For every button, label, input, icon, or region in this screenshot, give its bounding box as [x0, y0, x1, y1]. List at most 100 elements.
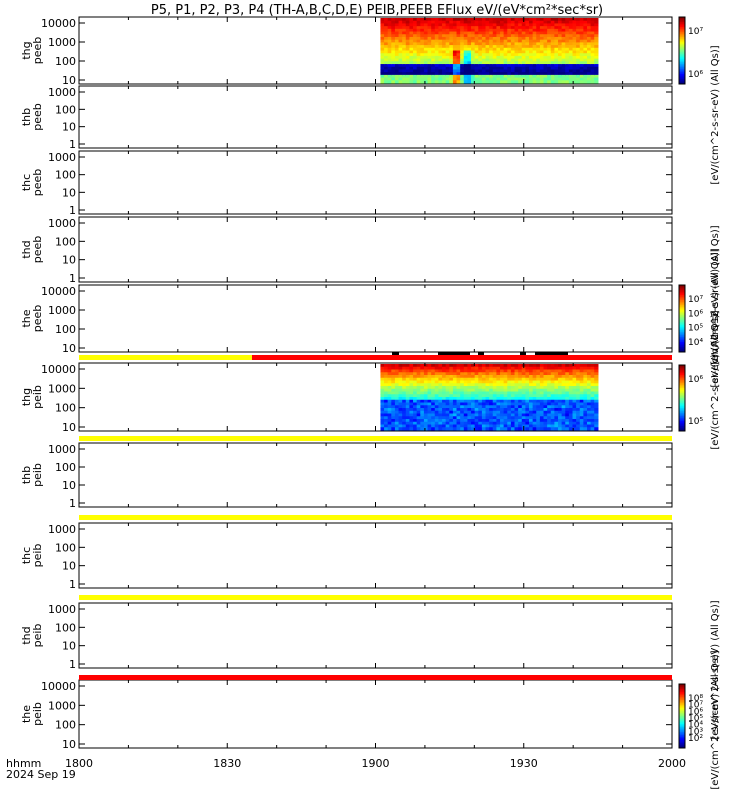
spectrogram-cell	[427, 55, 432, 60]
spectrogram-cell	[503, 80, 508, 84]
spectrogram-cell	[416, 366, 421, 371]
colorbar-cell	[679, 728, 685, 731]
spectrogram-cell	[503, 45, 508, 49]
spectrogram-cell	[539, 50, 545, 54]
panel-label: thg	[20, 41, 33, 59]
spectrogram-cell	[467, 388, 472, 393]
spectrogram-cell	[510, 26, 516, 30]
spectrogram-cell	[496, 402, 501, 406]
spectrogram-cell	[525, 399, 530, 404]
spectrogram-cell	[558, 369, 563, 373]
spectrogram-cell	[420, 77, 425, 81]
spectrogram-cell	[503, 394, 508, 398]
spectrogram-cell	[423, 23, 429, 27]
spectrogram-cell	[471, 69, 476, 73]
spectrogram-cell	[456, 31, 461, 35]
spectrogram-cell	[449, 64, 454, 68]
spectrogram-cell	[478, 372, 483, 376]
spectrogram-cell	[572, 45, 577, 49]
spectrogram-cell	[420, 66, 425, 71]
panel-label: thg	[20, 388, 33, 406]
spectrogram-cell	[481, 397, 487, 401]
spectrogram-cell	[478, 18, 483, 22]
spectrogram-cell	[442, 416, 447, 420]
spectrogram-cell	[478, 383, 483, 387]
mode-mark	[478, 352, 484, 355]
spectrogram-cell	[529, 386, 534, 390]
spectrogram-cell	[398, 410, 403, 415]
spectrogram-cell	[525, 391, 530, 395]
spectrogram-cell	[442, 18, 447, 22]
spectrogram-cell	[507, 408, 512, 412]
spectrogram-cell	[510, 413, 516, 417]
spectrogram-cell	[554, 23, 559, 27]
colorbar-cell	[679, 412, 685, 415]
spectrogram-cell	[590, 18, 595, 22]
spectrogram-cell	[423, 380, 429, 384]
spectrogram-cell	[514, 391, 519, 395]
spectrogram-cell	[394, 72, 400, 76]
spectrogram-cell	[568, 394, 574, 398]
spectrogram-cell	[452, 427, 458, 431]
spectrogram-cell	[460, 28, 465, 33]
spectrogram-cell	[391, 419, 396, 423]
spectrogram-cell	[442, 39, 447, 43]
spectrogram-cell	[492, 397, 497, 401]
spectrogram-cell	[587, 23, 592, 27]
spectrogram-cell	[587, 36, 592, 41]
spectrogram-cell	[449, 408, 454, 412]
colorbar-tick-label: 10⁴	[688, 338, 703, 348]
spectrogram-cell	[558, 20, 563, 25]
spectrogram-cell	[391, 26, 396, 30]
spectrogram-cell	[583, 419, 588, 423]
spectrogram-cell	[503, 377, 508, 382]
colorbar-cell	[679, 366, 685, 369]
spectrogram-cell	[431, 424, 436, 428]
spectrogram-cell	[576, 386, 581, 390]
y-tick-label: 100	[55, 402, 76, 415]
colorbar-cell	[679, 346, 685, 350]
spectrogram-cell	[507, 26, 512, 30]
colorbar-cell	[679, 706, 685, 709]
spectrogram-cell	[558, 64, 563, 68]
spectrogram-cell	[558, 36, 563, 41]
spectrogram-cell	[445, 386, 450, 390]
spectrogram-cell	[529, 372, 534, 376]
spectrogram-cell	[452, 31, 458, 35]
spectrogram-cell	[442, 36, 447, 41]
spectrogram-cell	[434, 26, 440, 30]
spectrogram-cell	[445, 80, 450, 84]
spectrogram-cell	[452, 34, 458, 38]
spectrogram-cell	[583, 66, 588, 71]
spectrogram-cell	[423, 416, 429, 420]
spectrogram-cell	[532, 369, 537, 373]
spectrogram-cell	[579, 366, 584, 371]
spectrogram-cell	[550, 410, 555, 415]
colorbar-cell	[679, 67, 685, 70]
spectrogram-cell	[554, 388, 559, 393]
spectrogram-cell	[558, 386, 563, 390]
spectrogram-cell	[394, 61, 400, 65]
spectrogram-cell	[438, 61, 443, 65]
spectrogram-cell	[427, 36, 432, 41]
colorbar-cell	[679, 25, 685, 28]
spectrogram-cell	[485, 72, 490, 76]
spectrogram-cell	[402, 377, 407, 382]
spectrogram-cell	[554, 391, 559, 395]
spectrogram-cell	[579, 50, 584, 54]
spectrogram-cell	[438, 69, 443, 73]
x-tick-label: 2000	[658, 757, 686, 770]
colorbar-cell	[679, 730, 685, 733]
colorbar-cell	[679, 698, 685, 701]
spectrogram-cell	[456, 405, 461, 409]
spectrogram-cell	[442, 372, 447, 376]
spectrogram-cell	[413, 383, 418, 387]
spectrogram-cell	[568, 20, 574, 25]
spectrogram-cell	[489, 64, 494, 68]
spectrogram-cell	[485, 55, 490, 60]
spectrogram-cell	[568, 28, 574, 33]
spectrogram-cell	[438, 18, 443, 22]
spectrogram-cell	[398, 66, 403, 71]
spectrogram-cell	[431, 405, 436, 409]
spectrogram-cell	[456, 26, 461, 30]
